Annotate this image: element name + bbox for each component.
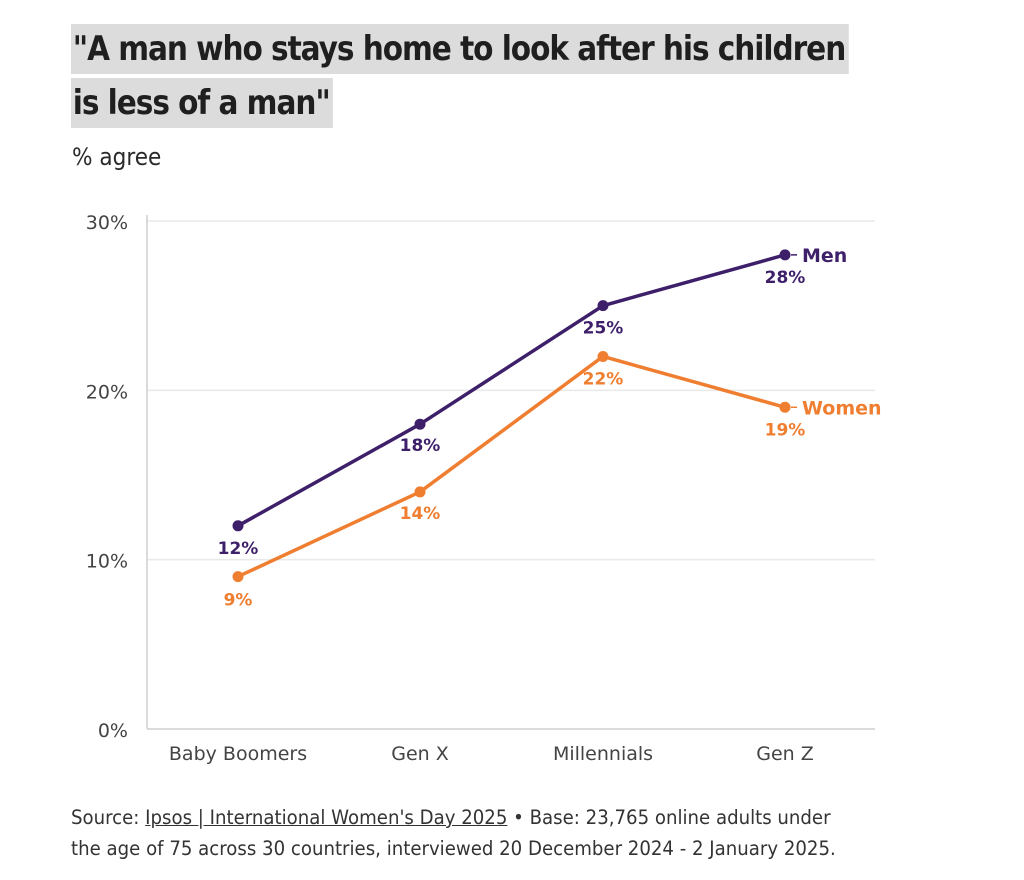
women-data-label: 22% xyxy=(583,369,624,389)
men-data-label: 12% xyxy=(218,539,259,559)
women-series-line xyxy=(237,354,786,579)
men-series-name: Men xyxy=(802,245,847,267)
men-data-label: 25% xyxy=(583,319,624,339)
source-link[interactable]: Ipsos | International Women's Day 2025 xyxy=(145,806,508,829)
x-tick-label: Gen X xyxy=(391,743,449,765)
women-point xyxy=(414,486,426,498)
men-point xyxy=(779,249,791,261)
y-tick-label: 10% xyxy=(86,551,128,573)
men-series-line xyxy=(237,253,786,528)
men-point xyxy=(597,300,609,312)
chart-subtitle: % agree xyxy=(72,143,162,171)
source-label: Source: xyxy=(71,806,140,829)
women-point xyxy=(779,401,791,413)
y-tick-label: 0% xyxy=(98,720,128,742)
footer-separator: • xyxy=(513,806,524,829)
women-series-name: Women xyxy=(802,397,882,419)
men-data-label: 18% xyxy=(400,436,441,456)
x-tick-label: Baby Boomers xyxy=(169,743,307,765)
chart-title: "A man who stays home to look after his … xyxy=(71,24,951,132)
title-line-2: is less of a man" xyxy=(71,78,334,128)
y-tick-label: 30% xyxy=(86,212,128,234)
women-point xyxy=(232,571,244,583)
women-point xyxy=(597,350,609,362)
title-line-1: "A man who stays home to look after his … xyxy=(71,24,849,74)
chart-footer: Source: Ipsos | International Women's Da… xyxy=(71,802,981,864)
x-tick-label: Millennials xyxy=(553,743,653,765)
men-point xyxy=(414,418,426,430)
base-text-2: the age of 75 across 30 countries, inter… xyxy=(71,837,836,860)
women-data-label: 14% xyxy=(400,504,441,524)
x-tick-label: Gen Z xyxy=(756,743,814,765)
men-point xyxy=(232,520,244,532)
y-tick-label: 20% xyxy=(86,381,128,403)
women-data-label: 19% xyxy=(765,420,806,440)
men-data-label: 28% xyxy=(765,268,806,288)
women-data-label: 9% xyxy=(224,591,253,611)
base-text-1: Base: 23,765 online adults under xyxy=(529,806,831,829)
